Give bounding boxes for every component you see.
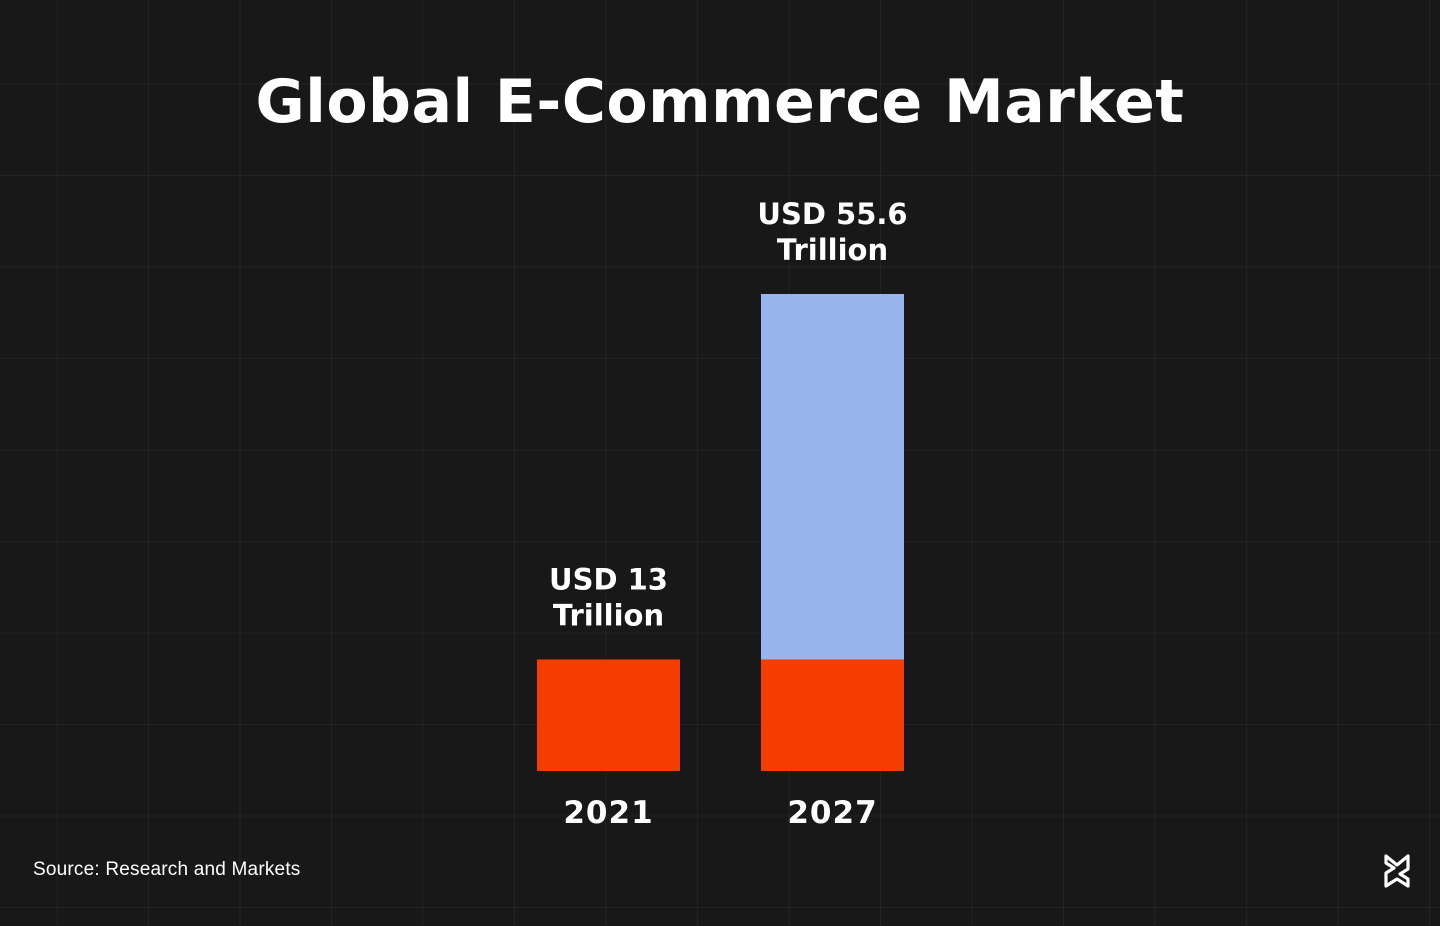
bar-2021-base: [537, 659, 680, 771]
bar-2027-growth: [761, 294, 904, 660]
brand-logo-icon: [1384, 854, 1410, 888]
x-tick-label-2021: 2021: [563, 795, 653, 831]
bar-2027-base: [761, 659, 904, 771]
source-note: Source: Research and Markets: [33, 859, 301, 880]
data-label-2027-unit: Trillion: [777, 233, 888, 267]
chart-title: Global E-Commerce Market: [255, 67, 1185, 137]
data-label-2021-value: USD 13: [549, 562, 668, 596]
data-label-2027-value: USD 55.6: [757, 197, 907, 231]
data-label-2021-unit: Trillion: [553, 598, 664, 632]
x-tick-label-2027: 2027: [787, 795, 877, 831]
